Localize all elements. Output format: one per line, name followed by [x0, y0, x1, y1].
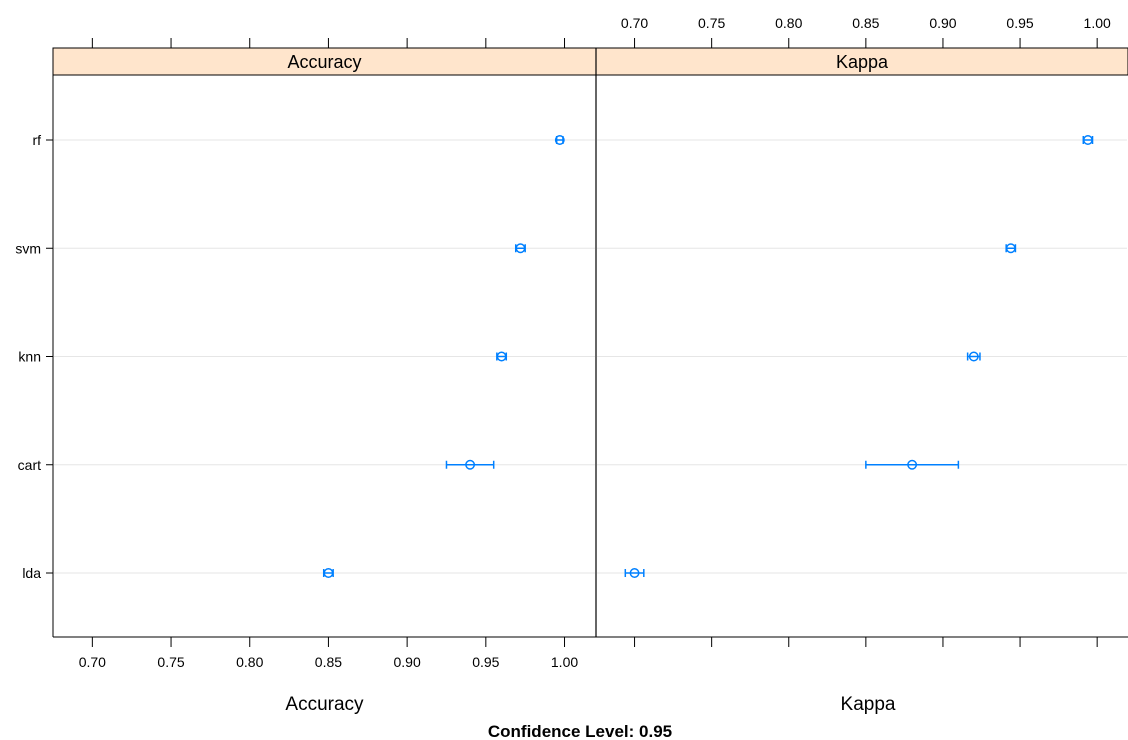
kappa-estimates: [624, 135, 1094, 578]
accuracy-tick-label: 0.90: [394, 654, 421, 670]
kappa-estimate-svm: [1005, 243, 1017, 254]
kappa-estimate-cart: [865, 459, 960, 470]
accuracy-strip-background: [52, 47, 597, 76]
accuracy-point-svm: [515, 243, 526, 254]
kappa-tick-label: 0.70: [621, 15, 648, 31]
plot-frame: [52, 47, 1128, 638]
confidence-level-title: Confidence Level: 0.95: [488, 722, 672, 740]
accuracy-tick-label: 0.95: [472, 654, 499, 670]
accuracy-tick-label: 0.85: [315, 654, 342, 670]
kappa-estimate-rf: [1082, 135, 1094, 145]
accuracy-estimate-rf: [554, 135, 565, 145]
accuracy-point-knn: [496, 351, 507, 362]
y-label-svm: svm: [15, 240, 41, 256]
accuracy-point-lda: [323, 568, 334, 578]
kappa-point-lda: [629, 568, 640, 578]
accuracy-axis-title: Accuracy: [285, 694, 364, 715]
accuracy-axis-ticks: 0.70 0.75 0.80 0.85 0.90 0.95 1.00: [79, 38, 578, 670]
accuracy-estimate-cart: [445, 459, 495, 470]
model-labels: rf svm knn cart lda: [15, 132, 53, 581]
kappa-tick-label: 0.80: [775, 15, 802, 31]
kappa-gridlines: [597, 139, 1127, 574]
kappa-axis-ticks: 0.70 0.75 0.80 0.85 0.90 0.95 1.00: [621, 15, 1111, 647]
y-label-cart: cart: [18, 457, 41, 473]
kappa-axis-title: Kappa: [841, 694, 896, 715]
accuracy-point-rf: [554, 135, 565, 145]
kappa-estimate-lda: [624, 568, 645, 578]
accuracy-estimate-svm: [514, 243, 526, 254]
kappa-tick-label: 1.00: [1084, 15, 1111, 31]
kappa-point-rf: [1082, 135, 1093, 145]
accuracy-tick-label: 0.70: [79, 654, 106, 670]
accuracy-point-cart: [465, 459, 476, 470]
kappa-tick-label: 0.75: [698, 15, 725, 31]
accuracy-tick-label: 0.80: [236, 654, 263, 670]
kappa-tick-label: 0.90: [929, 15, 956, 31]
accuracy-strip-label: Accuracy: [287, 52, 361, 72]
accuracy-tick-label: 1.00: [551, 654, 578, 670]
kappa-point-cart: [907, 459, 918, 470]
kappa-panel: Kappa 0.70 0.75 0.80 0.85 0.90 0.95 1.00: [595, 15, 1128, 647]
y-label-rf: rf: [32, 132, 41, 148]
accuracy-estimates: [322, 135, 565, 578]
kappa-point-svm: [1005, 243, 1016, 254]
accuracy-panel: Accuracy 0.70 0.75 0.80 0.85 0.90 0.95 1.00: [52, 38, 597, 670]
y-label-lda: lda: [22, 565, 41, 581]
kappa-tick-label: 0.95: [1006, 15, 1033, 31]
kappa-tick-label: 0.85: [852, 15, 879, 31]
kappa-estimate-knn: [966, 351, 981, 362]
y-label-knn: knn: [18, 349, 41, 365]
kappa-point-knn: [968, 351, 979, 362]
kappa-strip-label: Kappa: [836, 52, 889, 72]
accuracy-estimate-knn: [496, 351, 508, 362]
accuracy-tick-label: 0.75: [157, 654, 184, 670]
kappa-strip-background: [595, 47, 1128, 76]
accuracy-estimate-lda: [322, 568, 334, 578]
